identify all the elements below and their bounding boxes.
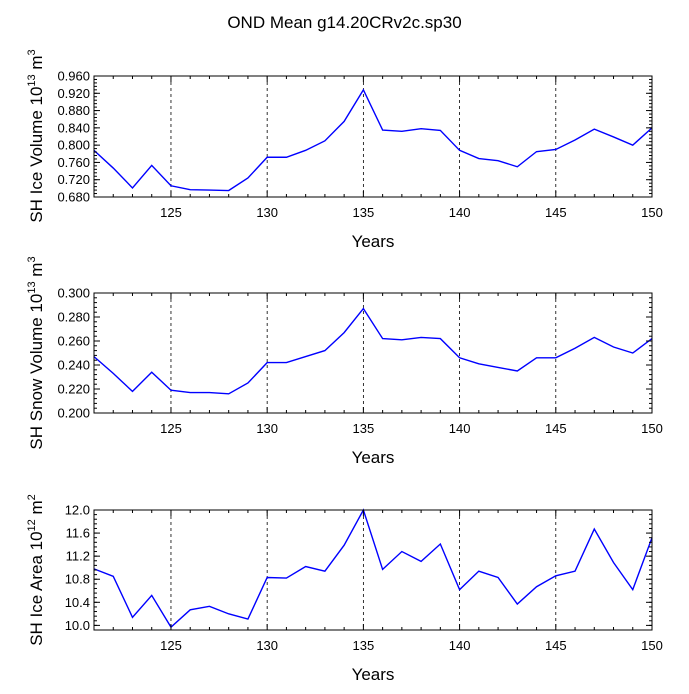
chart-title: OND Mean g14.20CRv2c.sp30 [227, 13, 461, 32]
panel1-ytick-label-0.880: 0.880 [57, 103, 90, 118]
panel3-ylabel: SH Ice Area 1012 m2 [26, 494, 46, 646]
panel1-ytick-label-0.840: 0.840 [57, 120, 90, 135]
panel3-plot: 125 130 135 140 145 150 Years 10.0 10.4 10.8 11.2 1… [26, 494, 663, 684]
panel1-xtick-label-135: 135 [353, 205, 375, 220]
panel2-xtick-label-150: 150 [641, 421, 663, 436]
panel2-xlabel: Years [352, 448, 395, 467]
panel3-ytick-label-10.0: 10.0 [65, 618, 90, 633]
panel3-xtick-label-145: 145 [545, 638, 567, 653]
panel2-ylabel: SH Snow Volume 1013 m3 [26, 256, 46, 449]
panel2-frame [94, 293, 652, 413]
panel2-ylabel-main: SH Snow Volume 10 [27, 294, 46, 450]
panel1-ytick-label-0.680: 0.680 [57, 190, 90, 205]
panel2-plot: 125 130 135 140 145 150 Years 0.200 0.220 0.240 0.… [26, 256, 663, 467]
panel1-ylabel-exp: 13 [26, 74, 38, 86]
panel2-ytick-label-0.300: 0.300 [57, 286, 90, 301]
panel3-frame [94, 510, 652, 630]
panel3-ylabel-unit-exp: 2 [26, 494, 38, 500]
panel1-xlabel: Years [352, 232, 395, 251]
panel2-ytick-label-0.280: 0.280 [57, 310, 90, 325]
panel2-ytick-label-0.260: 0.260 [57, 334, 90, 349]
panel3-ytick-label-12.0: 12.0 [65, 503, 90, 518]
panel1-ylabel-unit-exp: 3 [26, 49, 38, 55]
panel1-ylabel-unit: m [27, 55, 46, 74]
panel1-ytick-label-0.920: 0.920 [57, 86, 90, 101]
panel3-xtick-label-130: 130 [256, 638, 278, 653]
panel3-ytick-label-11.2: 11.2 [66, 549, 90, 564]
panel1-ytick-label-0.960: 0.960 [57, 69, 90, 84]
panel3-ytick-label-10.8: 10.8 [65, 572, 90, 587]
panel1-series-line [94, 90, 652, 191]
panel2-series-line [94, 309, 652, 394]
panel1-plot: 125 130 135 140 145 150 Years 0.680 0.720 0.760 0.… [26, 49, 663, 251]
panel3-xtick-label-150: 150 [641, 638, 663, 653]
panel3-ylabel-unit: m [27, 500, 46, 519]
panel1-xtick-label-145: 145 [545, 205, 567, 220]
panel1-frame [94, 76, 652, 197]
panel3-ytick-label-10.4: 10.4 [65, 595, 90, 610]
panel2-xtick-label-140: 140 [449, 421, 471, 436]
panel3-series-line [94, 510, 652, 627]
panel3-ytick-label-11.6: 11.6 [66, 526, 90, 541]
panel1-xtick-label-125: 125 [160, 205, 182, 220]
panel2-ytick-label-0.200: 0.200 [57, 406, 90, 421]
panel2-xtick-label-135: 135 [353, 421, 375, 436]
panel3-xlabel: Years [352, 665, 395, 684]
panel3-xtick-label-125: 125 [160, 638, 182, 653]
panel2-ylabel-unit: m [27, 263, 46, 282]
panel1-ytick-label-0.760: 0.760 [57, 155, 90, 170]
panel1-xtick-label-130: 130 [256, 205, 278, 220]
panel1-xtick-label-150: 150 [641, 205, 663, 220]
panel2-ylabel-exp: 13 [26, 281, 38, 293]
panel1-ytick-label-0.720: 0.720 [57, 172, 90, 187]
panel2-ylabel-unit-exp: 3 [26, 256, 38, 262]
panel2-xtick-label-145: 145 [545, 421, 567, 436]
panel3-xtick-label-140: 140 [449, 638, 471, 653]
panel1-xtick-label-140: 140 [449, 205, 471, 220]
panel1-ylabel: SH Ice Volume 1013 m3 [26, 49, 46, 222]
panel2-xtick-label-125: 125 [160, 421, 182, 436]
panel2-ytick-label-0.240: 0.240 [57, 358, 90, 373]
panel3-ylabel-main: SH Ice Area 10 [27, 531, 46, 645]
panel1-ytick-label-0.800: 0.800 [57, 138, 90, 153]
panel2-ytick-label-0.220: 0.220 [57, 382, 90, 397]
panel3-ylabel-exp: 12 [26, 519, 38, 531]
panel2-xtick-label-130: 130 [256, 421, 278, 436]
panel3-xtick-label-135: 135 [353, 638, 375, 653]
panel1-ylabel-main: SH Ice Volume 10 [27, 87, 46, 223]
